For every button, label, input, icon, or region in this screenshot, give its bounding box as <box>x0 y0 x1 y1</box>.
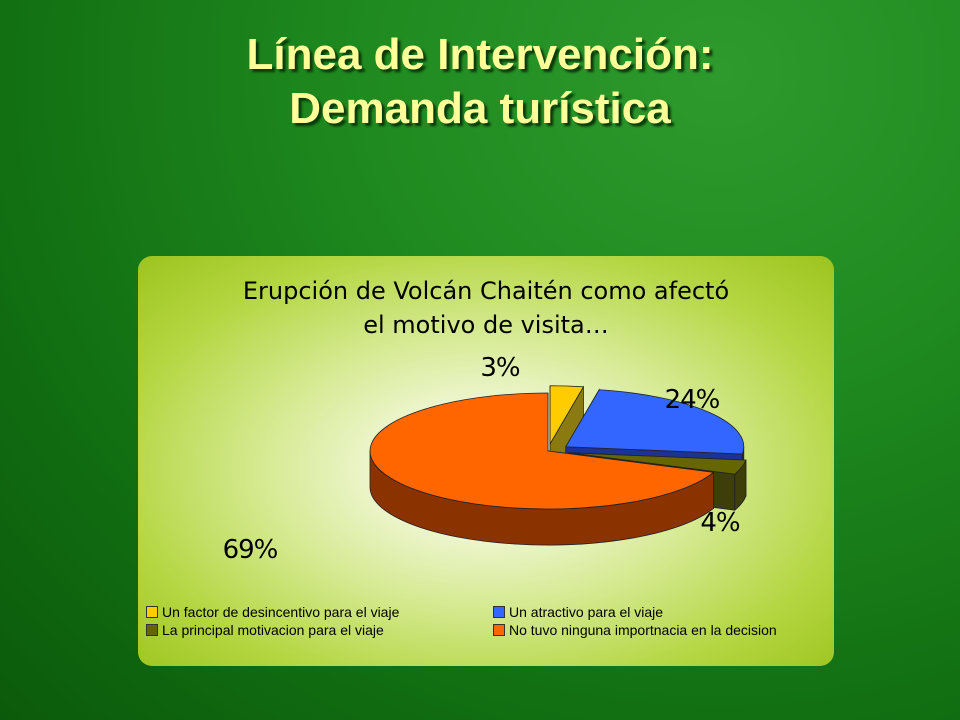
legend-label-principal-motivacion: La principal motivacion para el viaje <box>162 622 384 638</box>
data-label-atractivo: 24% <box>665 385 720 415</box>
pie-top-faces <box>369 385 747 510</box>
chart-title-line-2: el motivo de visita… <box>363 311 609 339</box>
pie-data-labels: 3% 24% 4% 69% <box>223 353 741 565</box>
slide-title-line-1: Línea de Intervención: <box>246 30 714 79</box>
data-label-desincentivo: 3% <box>480 353 520 383</box>
legend-item-desincentivo: Un factor de desincentivo para el viaje <box>146 604 493 620</box>
slide-title-line-2: Demanda turística <box>289 84 671 133</box>
legend-swatch-principal-motivacion <box>146 624 158 636</box>
chart-legend: Un factor de desincentivo para el viaje … <box>146 604 834 638</box>
pie-chart: 3% 24% 4% 69% <box>223 353 747 565</box>
data-label-ninguna-importancia: 69% <box>223 535 278 565</box>
legend-item-atractivo: Un atractivo para el viaje <box>493 604 833 620</box>
legend-label-desincentivo: Un factor de desincentivo para el viaje <box>162 604 400 620</box>
legend-item-ninguna-importancia: No tuvo ninguna importnacia en la decisi… <box>493 622 833 638</box>
chart-area: Erupción de Volcán Chaitén como afectó e… <box>138 256 834 666</box>
slide-title: Línea de Intervención: Demanda turística <box>0 28 960 136</box>
legend-label-ninguna-importancia: No tuvo ninguna importnacia en la decisi… <box>509 622 777 638</box>
data-label-principal-motivacion: 4% <box>700 508 740 538</box>
legend-item-principal-motivacion: La principal motivacion para el viaje <box>146 622 493 638</box>
legend-label-atractivo: Un atractivo para el viaje <box>509 604 664 620</box>
legend-swatch-desincentivo <box>146 606 158 618</box>
legend-swatch-ninguna-importancia <box>493 624 505 636</box>
legend-swatch-atractivo <box>493 606 505 618</box>
pie-slice-desincentivo <box>549 385 585 446</box>
pie-slice-principal-motivacion <box>569 452 747 475</box>
chart-title-line-1: Erupción de Volcán Chaitén como afectó <box>242 277 730 305</box>
pie-slice-atractivo <box>565 389 745 455</box>
pie-slice-ninguna-importancia <box>369 392 715 510</box>
chart-title: Erupción de Volcán Chaitén como afectó e… <box>138 274 834 342</box>
